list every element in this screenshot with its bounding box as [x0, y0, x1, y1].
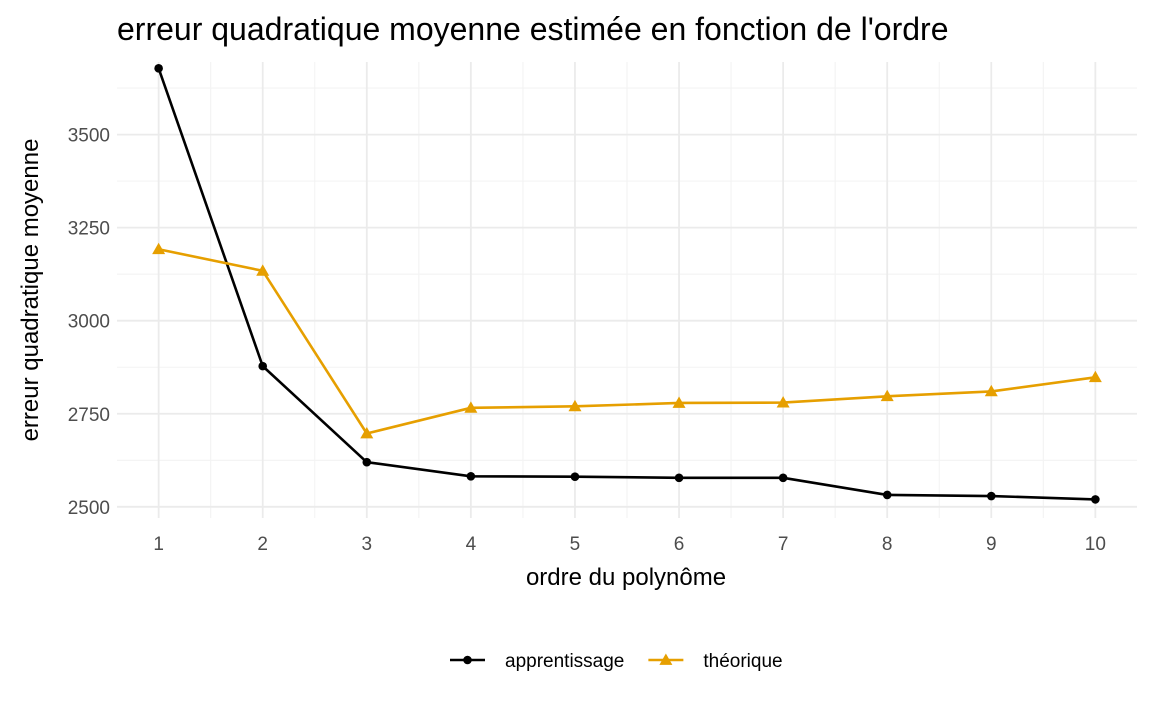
data-point-théorique	[152, 242, 166, 255]
legend-key-marker	[463, 655, 472, 665]
x-tick-label: 4	[466, 534, 477, 555]
legend-item-théorique: théorique	[648, 651, 783, 672]
data-point-théorique	[568, 399, 582, 412]
chart-title: erreur quadratique moyenne estimée en fo…	[117, 11, 949, 47]
data-point-théorique	[256, 264, 270, 276]
x-tick-label: 5	[570, 534, 581, 555]
x-axis-title: ordre du polynôme	[526, 564, 726, 591]
y-tick-label: 2750	[68, 405, 110, 426]
legend-label: théorique	[703, 651, 782, 672]
data-point-apprentissage	[986, 491, 996, 501]
y-tick-label: 3250	[68, 219, 110, 240]
data-point-apprentissage	[570, 472, 580, 481]
x-tick-label: 7	[778, 534, 789, 555]
y-tick-label: 2500	[68, 498, 110, 519]
data-point-apprentissage	[154, 64, 163, 73]
data-point-apprentissage	[362, 457, 372, 467]
x-tick-label: 9	[986, 534, 997, 555]
legend: apprentissage théorique	[450, 651, 783, 672]
data-point-théorique	[776, 396, 790, 408]
series-group	[152, 64, 1102, 504]
x-tick-label: 1	[153, 534, 164, 555]
data-point-apprentissage	[1091, 495, 1100, 504]
series-line-apprentissage	[157, 67, 1096, 501]
x-tick-label: 6	[674, 534, 685, 555]
legend-item-apprentissage: apprentissage	[450, 651, 624, 672]
x-tick-label: 3	[362, 534, 373, 555]
series-apprentissage	[154, 64, 1100, 504]
series-théorique	[152, 242, 1102, 439]
data-point-théorique	[880, 389, 894, 402]
grid	[117, 62, 1137, 518]
data-point-apprentissage	[882, 490, 892, 500]
y-axis-ticks: 2500 2750 3000 3250 3500	[68, 126, 110, 519]
data-point-apprentissage	[778, 473, 788, 483]
data-point-théorique	[984, 384, 998, 397]
y-tick-label: 3000	[68, 312, 110, 333]
series-line-théorique	[158, 247, 1096, 435]
data-point-théorique	[672, 396, 686, 408]
y-tick-label: 3500	[68, 126, 110, 147]
y-axis-title: erreur quadratique moyenne	[17, 139, 44, 442]
data-point-théorique	[464, 401, 478, 413]
x-tick-label: 10	[1085, 534, 1106, 555]
data-point-théorique	[360, 427, 374, 439]
data-point-apprentissage	[674, 473, 684, 483]
data-point-apprentissage	[466, 472, 476, 481]
x-tick-label: 8	[882, 534, 893, 555]
data-point-théorique	[1088, 370, 1102, 383]
legend-key-marker	[659, 653, 673, 665]
x-axis-ticks: 1 2 3 4 5 6 7 8 9 10	[153, 534, 1106, 555]
legend-label: apprentissage	[505, 651, 624, 672]
data-point-apprentissage	[258, 361, 268, 371]
x-tick-label: 2	[257, 534, 268, 555]
